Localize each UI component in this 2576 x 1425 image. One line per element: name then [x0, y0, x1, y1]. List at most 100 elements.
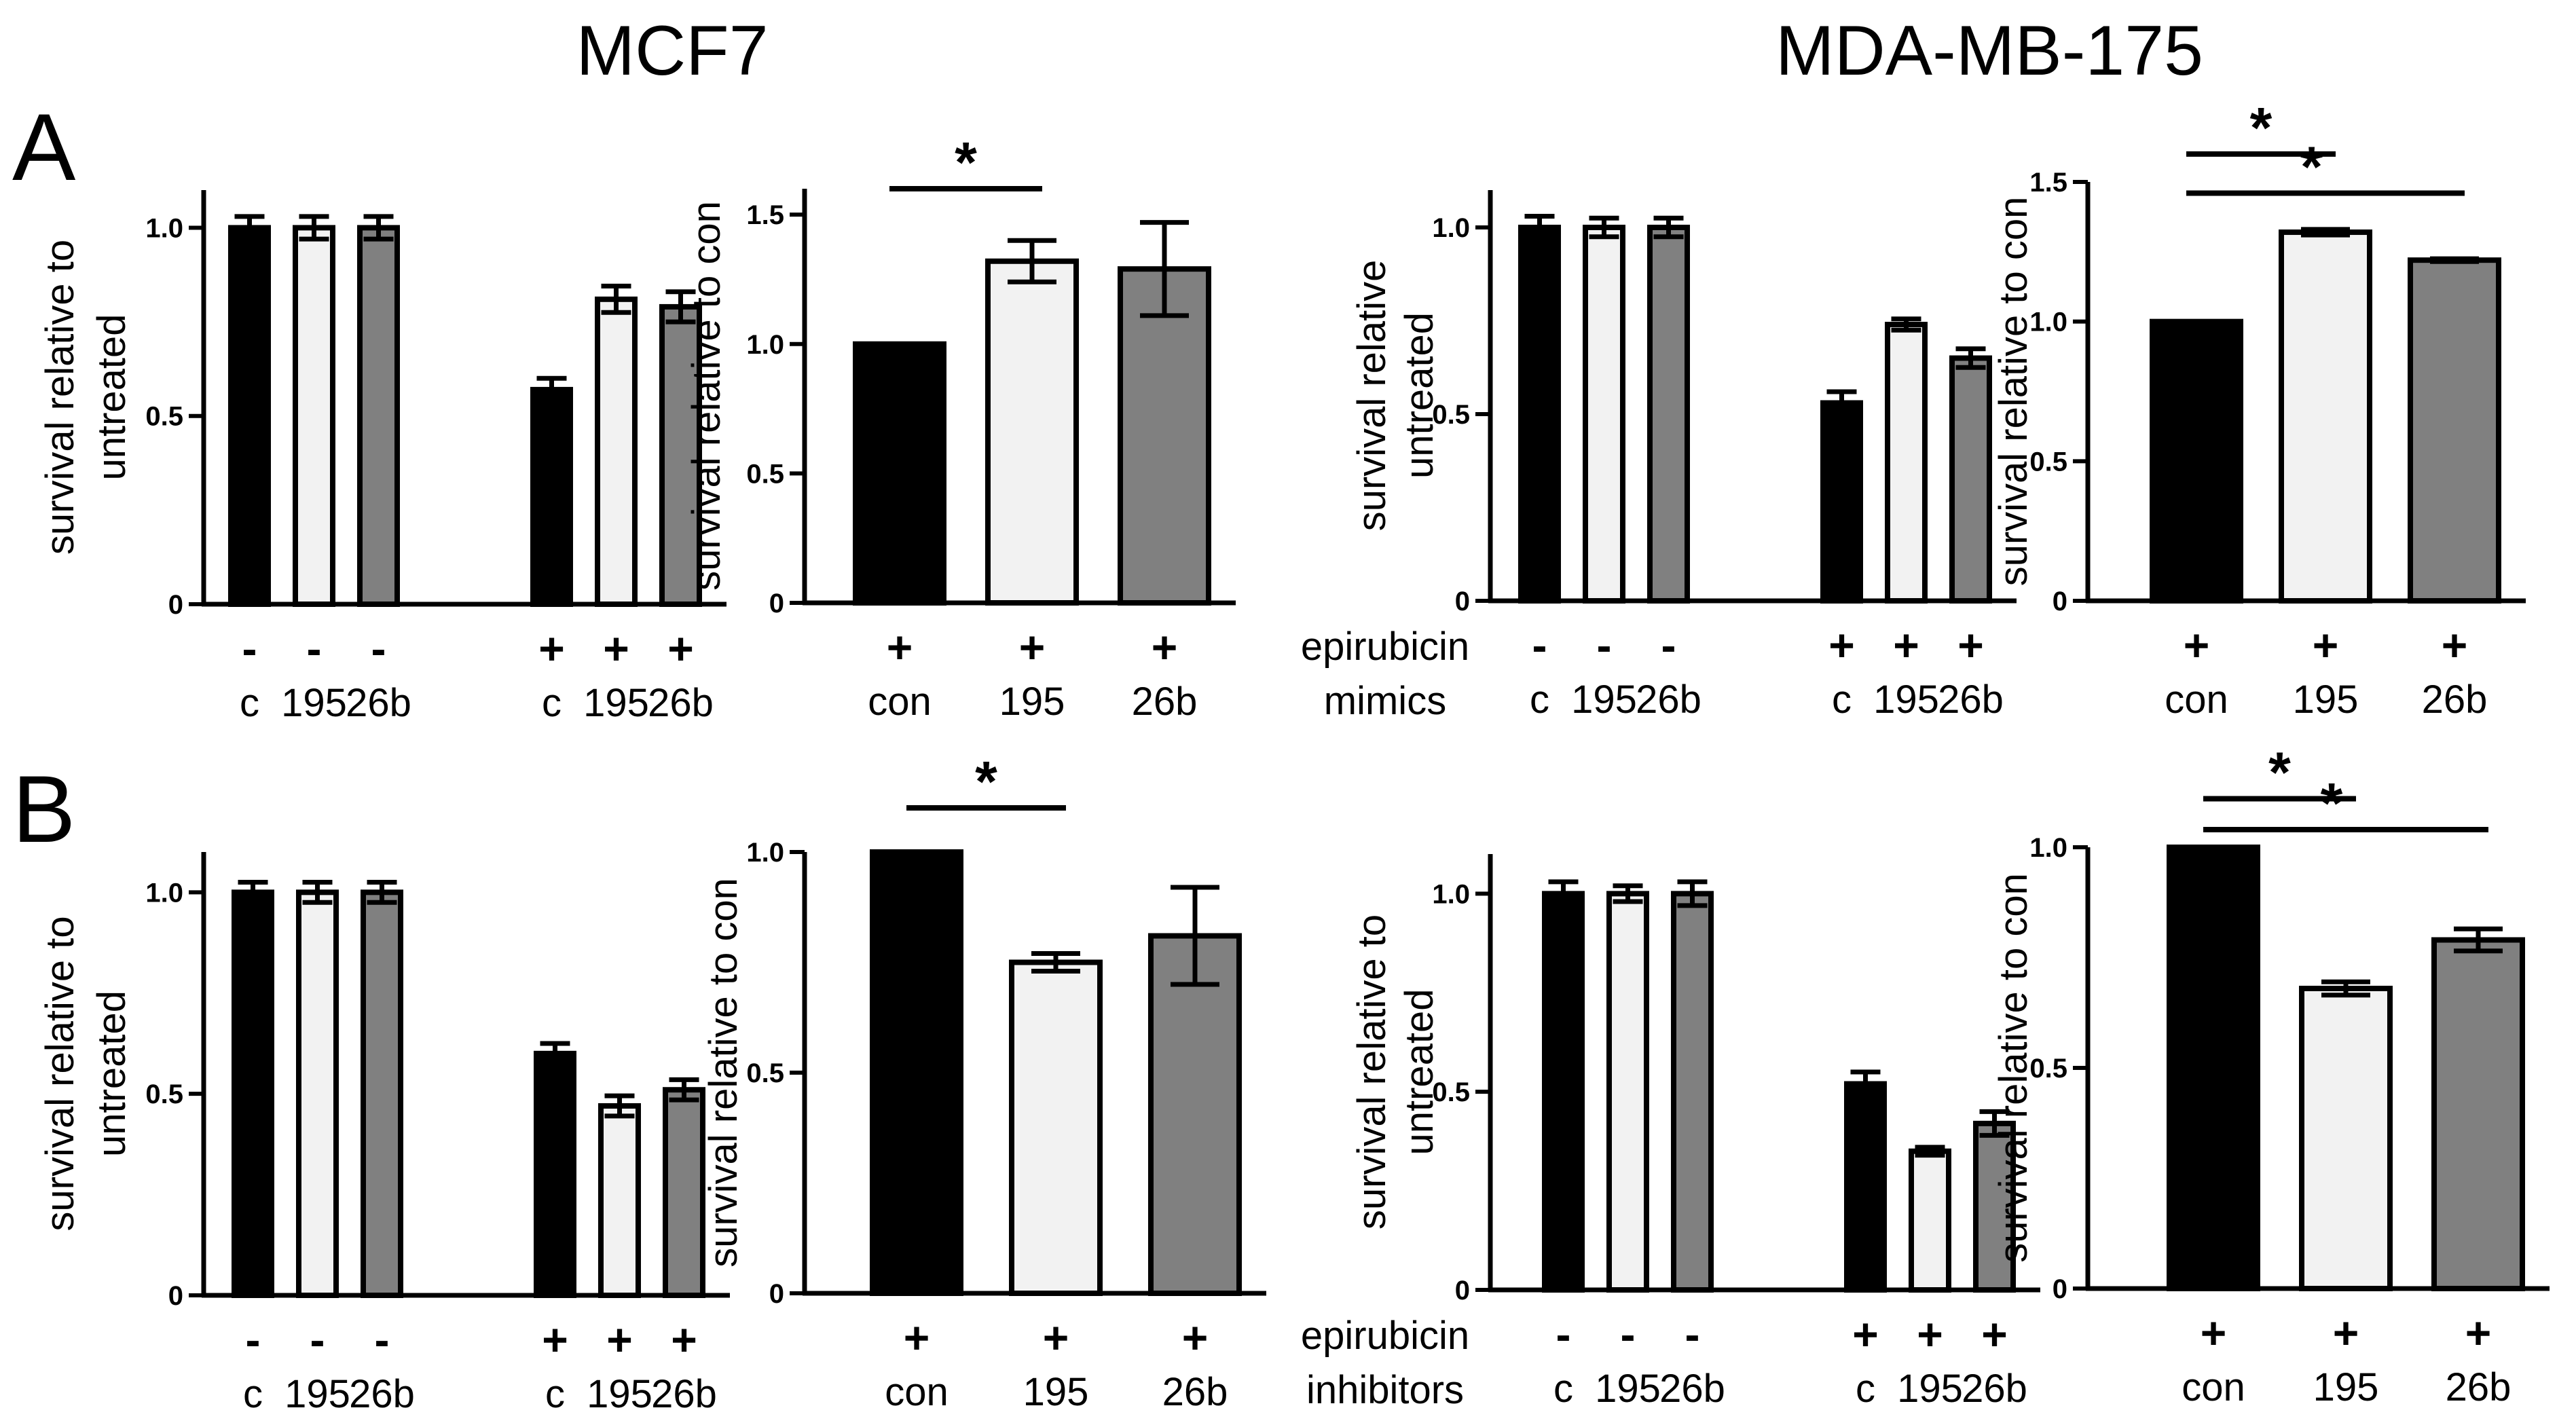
- bar-195: [296, 889, 339, 1298]
- row-b-reagent-label: inhibitors: [1306, 1368, 1464, 1412]
- y-tick-label: 0.5: [145, 1079, 183, 1109]
- treatment-label: -: [1532, 620, 1547, 670]
- category-label: con: [2165, 678, 2228, 722]
- y-tick-label: 1.0: [2029, 833, 2067, 863]
- bar-c: [1820, 400, 1863, 604]
- treatment-label: +: [2201, 1308, 2227, 1358]
- category-label: c: [243, 1372, 263, 1416]
- bar-26b: [1949, 355, 1992, 604]
- bar-26b: [1148, 933, 1242, 1296]
- treatment-label: +: [1043, 1312, 1069, 1363]
- y-tick-label: 0: [168, 590, 183, 620]
- y-tick-label: 1.5: [746, 200, 784, 230]
- bar-26b: [357, 225, 400, 608]
- category-label: 195: [2293, 678, 2359, 722]
- category-label: c: [1832, 678, 1852, 722]
- category-label: 195: [1595, 1367, 1661, 1411]
- y-tick-label: 0.5: [2029, 1054, 2067, 1084]
- bar-26b: [1647, 225, 1690, 604]
- y-tick-label: 1.0: [145, 213, 183, 243]
- y-axis-label: survival relative: [1350, 260, 1394, 532]
- category-label: c: [1530, 678, 1549, 722]
- treatment-label: +: [542, 1314, 568, 1365]
- category-label: 195: [1023, 1370, 1089, 1414]
- y-axis-label: survival relative to: [1350, 914, 1394, 1229]
- bar-195: [1909, 1148, 1951, 1293]
- category-label: 26b: [1132, 680, 1198, 724]
- treatment-label: +: [1852, 1309, 1879, 1359]
- bar-26b: [659, 303, 702, 607]
- bar-26b: [1973, 1120, 2016, 1293]
- y-tick-label: 0.5: [1432, 1077, 1470, 1107]
- treatment-label: -: [307, 623, 322, 673]
- y-axis-label: untreated: [90, 314, 134, 480]
- treatment-label: -: [1661, 620, 1676, 670]
- bar-con: [870, 849, 963, 1296]
- category-label: 195: [1571, 678, 1637, 722]
- chart-b4: 0 0.5 1.0 survival relative to con + con +195 +…: [1991, 741, 2550, 1409]
- bar-195: [1885, 322, 1928, 604]
- category-label: c: [240, 681, 259, 725]
- y-tick-label: 1.0: [746, 330, 784, 360]
- y-axis-label: survival relative to con: [684, 201, 729, 591]
- panel-label-b: B: [12, 756, 75, 862]
- y-axis-label: survival relative to: [38, 916, 82, 1231]
- category-label: 26b: [2446, 1365, 2511, 1409]
- bar-c: [1542, 891, 1585, 1293]
- treatment-label: -: [375, 1314, 390, 1365]
- y-tick-label: 0.5: [746, 1058, 784, 1088]
- bar-26b: [1118, 266, 1211, 606]
- category-label: 26b: [1938, 678, 2004, 722]
- category-label: con: [885, 1370, 949, 1414]
- treatment-label: -: [242, 623, 257, 673]
- bar-con: [853, 341, 946, 606]
- category-label: con: [2182, 1365, 2245, 1409]
- treatment-label: +: [667, 623, 694, 673]
- y-tick-label: 0.5: [746, 459, 784, 489]
- treatment-label: -: [1685, 1309, 1700, 1359]
- category-label: 195: [2313, 1365, 2379, 1409]
- y-axis-label: untreated: [90, 991, 134, 1157]
- bar-c: [1844, 1081, 1887, 1293]
- category-label: 26b: [2422, 678, 2488, 722]
- y-tick-label: 1.0: [1432, 879, 1470, 909]
- y-tick-label: 0: [2053, 1274, 2067, 1304]
- y-tick-label: 0.5: [2029, 447, 2067, 477]
- bar-195: [595, 296, 638, 607]
- treatment-label: +: [1957, 620, 1984, 670]
- treatment-label: -: [371, 623, 386, 673]
- significance-star: *: [2268, 741, 2291, 804]
- bar-con: [2150, 318, 2243, 604]
- treatment-label: +: [671, 1314, 697, 1365]
- significance-star: *: [2250, 96, 2273, 160]
- y-tick-label: 1.0: [145, 878, 183, 908]
- bar-c: [228, 225, 271, 608]
- category-label: 26b: [346, 681, 411, 725]
- bar-195: [2279, 229, 2372, 604]
- category-label: 26b: [1636, 678, 1701, 722]
- y-axis-label: survival relative to con: [701, 878, 746, 1267]
- significance-star: *: [2321, 771, 2343, 835]
- row-a-reagent-label: mimics: [1324, 679, 1446, 723]
- treatment-label: +: [2465, 1308, 2492, 1358]
- treatment-label: +: [1917, 1309, 1943, 1359]
- title-mcf7: MCF7: [576, 12, 768, 90]
- category-label: 26b: [349, 1372, 415, 1416]
- treatment-label: +: [606, 1314, 633, 1365]
- category-label: 195: [583, 681, 649, 725]
- y-tick-label: 0.5: [145, 402, 183, 432]
- bar-con: [2167, 845, 2260, 1291]
- y-tick-label: 1.0: [2029, 308, 2067, 337]
- treatment-label: -: [246, 1314, 261, 1365]
- category-label: 195: [1897, 1367, 1963, 1411]
- treatment-label: -: [310, 1314, 325, 1365]
- row-a-treatment-label: epirubicin: [1301, 625, 1469, 669]
- y-tick-label: 0: [1455, 1276, 1470, 1306]
- panel-label-a: A: [12, 94, 76, 200]
- y-axis-label: untreated: [1397, 988, 1441, 1155]
- significance-star: *: [2300, 134, 2323, 198]
- y-tick-label: 0: [2053, 587, 2067, 616]
